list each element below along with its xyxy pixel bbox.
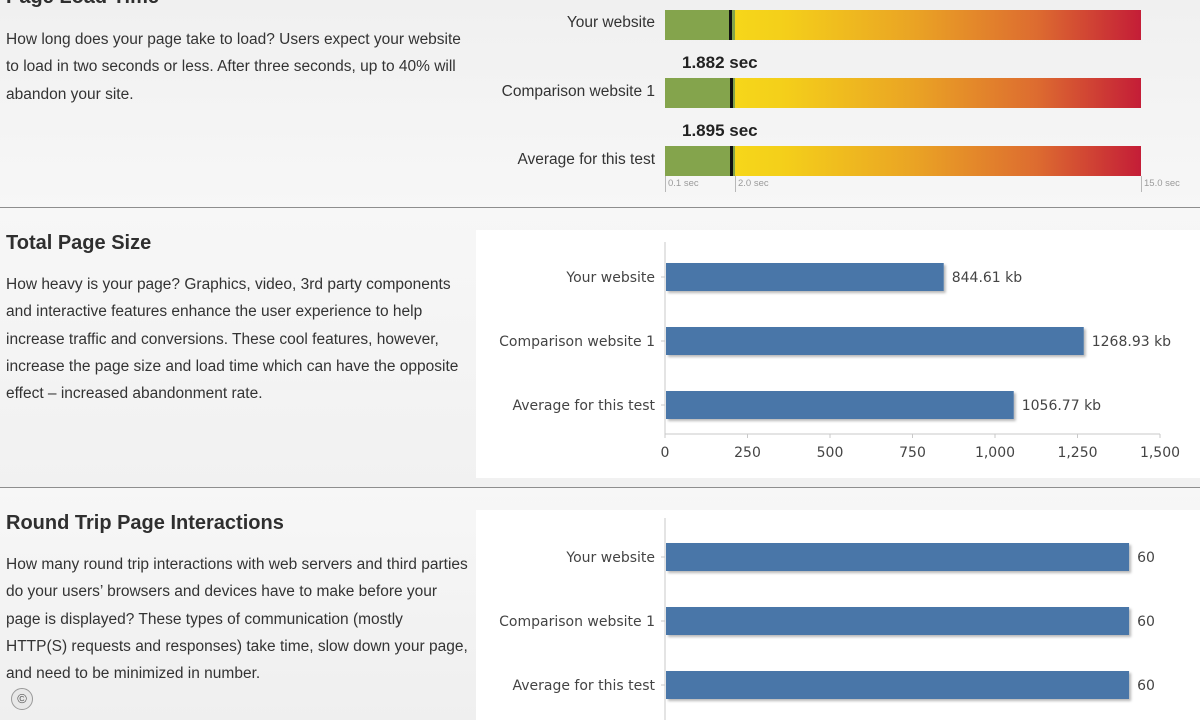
speed-row-label-2: Average for this test: [517, 151, 655, 168]
bar: [666, 391, 1014, 419]
x-tick-label: 0: [661, 445, 670, 461]
speed-green-zone-2: [665, 146, 735, 176]
x-tick-label: 1,250: [1057, 445, 1097, 461]
x-tick-label: 500: [817, 445, 844, 461]
category-label: Comparison website 1: [499, 614, 655, 630]
category-label: Average for this test: [512, 398, 655, 414]
data-label: 60: [1137, 678, 1155, 694]
page-load-section: Page Load Time How long does your page t…: [0, 0, 1200, 208]
page-load-title: Page Load Time: [6, 0, 159, 9]
x-tick-label: 750: [899, 445, 926, 461]
speed-marker-0: [729, 10, 732, 40]
speed-value-1: 1.882 sec: [682, 53, 758, 72]
x-tick-label: 1,500: [1140, 445, 1180, 461]
data-label: 844.61 kb: [952, 270, 1023, 286]
speed-marker-1: [730, 78, 733, 108]
bar: [666, 607, 1130, 635]
round-trip-title: Round Trip Page Interactions: [6, 512, 284, 534]
speed-bar-2: [665, 146, 1141, 176]
category-label: Comparison website 1: [499, 334, 655, 350]
section-divider: [0, 487, 1200, 488]
speed-row-label-0: Your website: [566, 14, 655, 31]
bar: [666, 671, 1130, 699]
bar: [666, 327, 1084, 355]
bar: [666, 543, 1130, 571]
speed-axis-tick-1: 2.0 sec: [735, 176, 769, 192]
data-label: 1268.93 kb: [1092, 334, 1171, 350]
page-size-section: Total Page Size How heavy is your page? …: [0, 208, 1200, 488]
page-load-description: How long does your page take to load? Us…: [6, 31, 461, 103]
page-size-chart-panel: Your website 844.61 kb Comparison website …: [476, 230, 1200, 478]
data-label: 60: [1137, 614, 1155, 630]
round-trip-description: How many round trip interactions with we…: [6, 556, 468, 683]
data-label: 60: [1137, 550, 1155, 566]
speed-bar-1: [665, 78, 1141, 108]
speed-bar-0: [665, 10, 1141, 40]
round-trip-chart: Your website 60 Comparison website 1 60 Aver…: [499, 518, 1155, 720]
speed-green-zone-0: [665, 10, 735, 40]
page-size-title: Total Page Size: [6, 232, 152, 254]
speed-row-label-1: Comparison website 1: [501, 83, 655, 100]
category-label: Average for this test: [512, 678, 655, 694]
x-tick-label: 1,000: [975, 445, 1015, 461]
x-tick-label: 250: [734, 445, 761, 461]
speed-green-zone-1: [665, 78, 735, 108]
bar: [666, 263, 944, 291]
category-label: Your website: [565, 550, 655, 566]
page-size-chart: Your website 844.61 kb Comparison website …: [499, 242, 1180, 461]
section-divider: [0, 207, 1200, 208]
speed-axis: 0.1 sec 2.0 sec 15.0 sec: [665, 176, 1200, 192]
category-label: Your website: [565, 270, 655, 286]
page-size-description: How heavy is your page? Graphics, video,…: [6, 276, 459, 403]
speed-value-2: 1.895 sec: [682, 121, 758, 140]
data-label: 1056.77 kb: [1022, 398, 1101, 414]
round-trip-chart-panel: Your website 60 Comparison website 1 60 Aver…: [476, 510, 1200, 720]
speed-axis-tick-2: 15.0 sec: [1141, 176, 1180, 192]
speed-marker-2: [730, 146, 733, 176]
speed-axis-tick-0: 0.1 sec: [665, 176, 699, 192]
round-trip-section: Round Trip Page Interactions How many ro…: [0, 488, 1200, 720]
copyright-icon: ©: [11, 688, 33, 710]
